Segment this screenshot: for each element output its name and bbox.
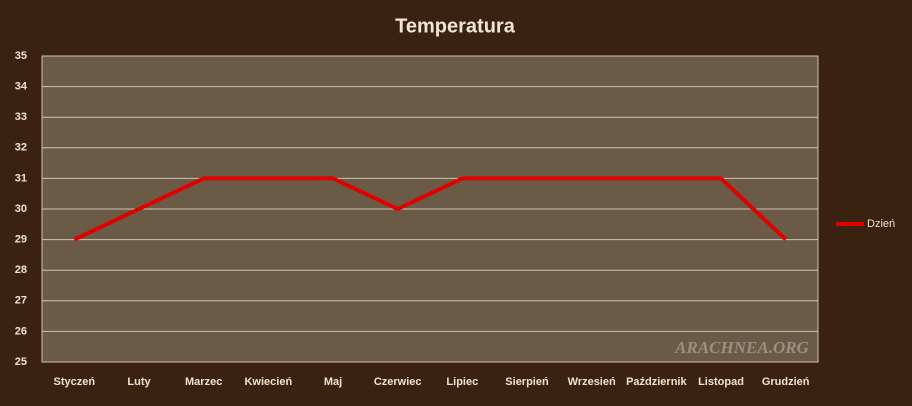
y-tick-label: 25 bbox=[15, 356, 27, 368]
y-tick-label: 34 bbox=[15, 81, 28, 93]
y-tick-label: 27 bbox=[15, 295, 27, 307]
x-tick-label: Październik bbox=[626, 376, 687, 388]
y-tick-label: 35 bbox=[15, 50, 27, 62]
x-tick-label: Kwiecień bbox=[244, 376, 292, 388]
y-tick-label: 33 bbox=[15, 111, 27, 123]
x-tick-label: Maj bbox=[324, 376, 342, 388]
y-tick-label: 32 bbox=[15, 142, 27, 154]
x-tick-label: Luty bbox=[127, 376, 151, 388]
chart-title: Temperatura bbox=[395, 15, 516, 37]
x-tick-label: Listopad bbox=[698, 376, 744, 388]
y-tick-label: 26 bbox=[15, 325, 27, 337]
x-tick-label: Sierpień bbox=[505, 376, 549, 388]
watermark: ARACHNEA.ORG bbox=[674, 338, 809, 357]
x-tick-label: Styczeń bbox=[54, 376, 96, 388]
y-tick-label: 31 bbox=[15, 172, 27, 184]
x-tick-label: Wrzesień bbox=[568, 376, 616, 388]
data-line bbox=[73, 176, 788, 242]
legend-label: Dzień bbox=[867, 218, 895, 230]
x-tick-label: Lipiec bbox=[446, 376, 478, 388]
x-tick-label: Grudzień bbox=[762, 376, 810, 388]
x-tick-label: Czerwiec bbox=[374, 376, 422, 388]
y-tick-label: 30 bbox=[15, 203, 27, 215]
y-tick-label: 28 bbox=[15, 264, 27, 276]
x-tick-label: Marzec bbox=[185, 376, 222, 388]
y-tick-label: 29 bbox=[15, 234, 27, 246]
